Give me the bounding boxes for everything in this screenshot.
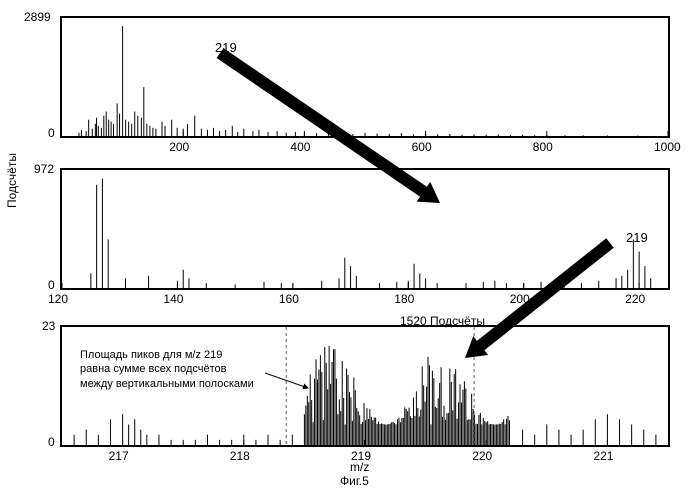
xtick-label: 200 bbox=[169, 140, 189, 154]
y-axis-label: Подсчёты bbox=[5, 153, 19, 208]
panel1-ymin: 0 bbox=[48, 126, 55, 140]
panel1-ymax: 2899 bbox=[24, 10, 51, 24]
anno-line3: между вертикальными полосками bbox=[80, 377, 254, 391]
figure-caption: Фиг.5 bbox=[340, 474, 369, 488]
xtick-label: 120 bbox=[48, 292, 68, 306]
xtick-label: 221 bbox=[593, 449, 613, 463]
peak-area-annotation: Площадь пиков для м/z 219 равна сумме вс… bbox=[80, 348, 254, 391]
xtick-label: 200 bbox=[510, 292, 530, 306]
xtick-label: 218 bbox=[230, 449, 250, 463]
xtick-label: 400 bbox=[290, 140, 310, 154]
panel2-ymin: 0 bbox=[48, 278, 55, 292]
anno-line2: равна сумме всех подсчётов bbox=[80, 362, 254, 376]
panel3-ymin: 0 bbox=[48, 435, 55, 449]
panel2-ymax: 972 bbox=[34, 162, 54, 176]
xtick-label: 1000 bbox=[654, 140, 681, 154]
panel-2 bbox=[60, 168, 670, 290]
xtick-label: 217 bbox=[109, 449, 129, 463]
label-219-mid: 219 bbox=[626, 230, 648, 245]
panel-1 bbox=[60, 16, 670, 138]
xtick-label: 160 bbox=[279, 292, 299, 306]
label-219-top: 219 bbox=[215, 40, 237, 55]
panel3-ymax: 23 bbox=[42, 319, 55, 333]
figure-container: Подсчёты 2899 0 972 0 23 0 2004006008001… bbox=[10, 8, 680, 488]
x-axis-label: m/z bbox=[350, 460, 369, 474]
xtick-label: 600 bbox=[412, 140, 432, 154]
xtick-label: 220 bbox=[472, 449, 492, 463]
xtick-label: 800 bbox=[533, 140, 553, 154]
anno-line1: Площадь пиков для м/z 219 bbox=[80, 348, 254, 362]
xtick-label: 180 bbox=[394, 292, 414, 306]
xtick-label: 140 bbox=[163, 292, 183, 306]
label-counts: 1520 Подсчёты bbox=[400, 314, 485, 328]
xtick-label: 220 bbox=[625, 292, 645, 306]
